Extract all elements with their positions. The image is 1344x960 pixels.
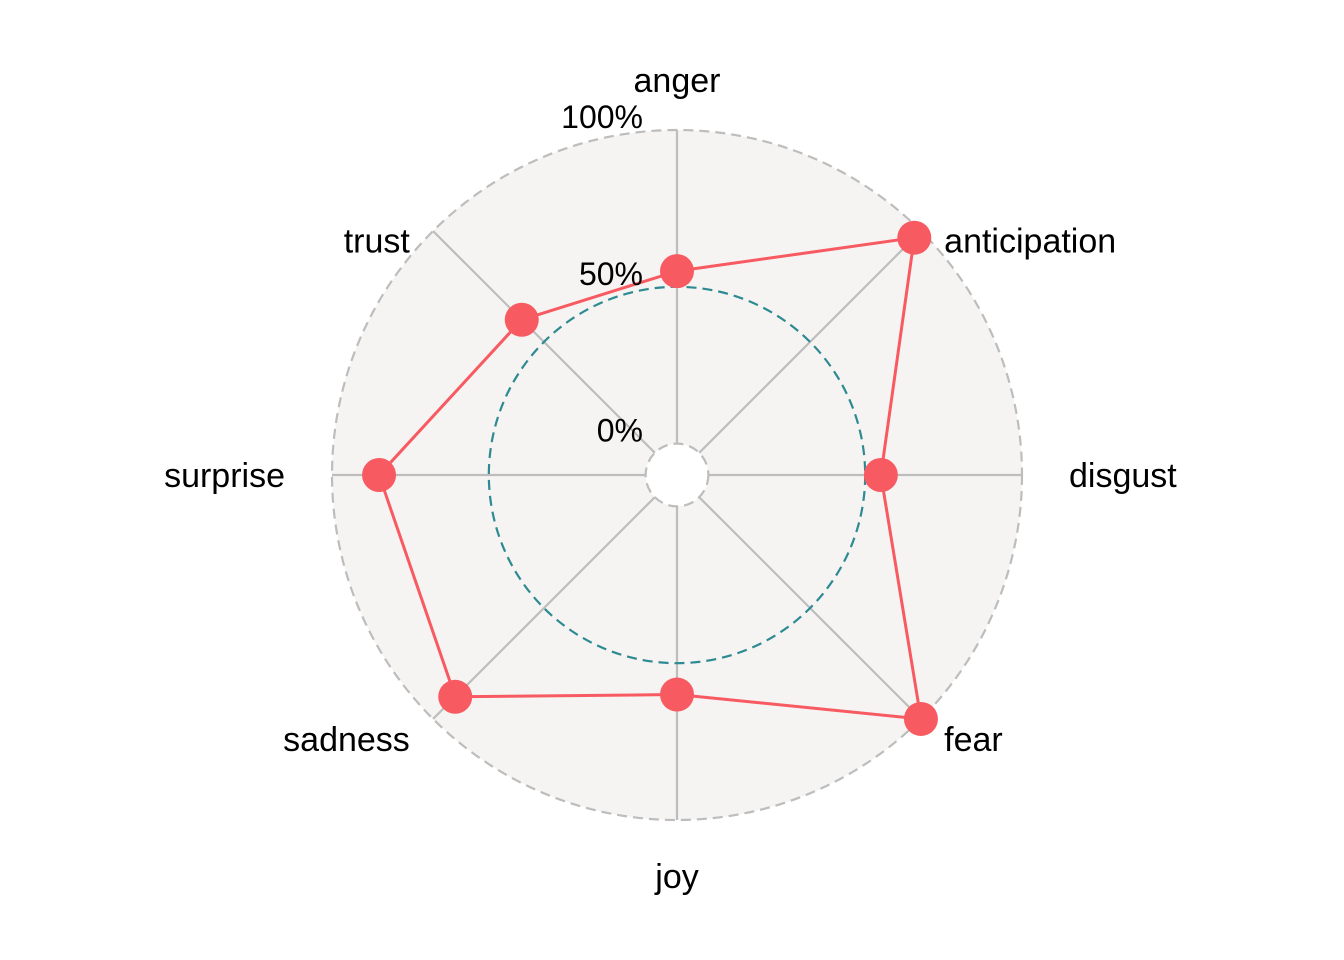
data-point-sadness xyxy=(438,679,473,714)
category-labels: anger anticipation disgust fear joy sadness su… xyxy=(164,62,1177,896)
spoke-sadness xyxy=(432,496,656,720)
radial-tick-labels: 0% 50% 100% xyxy=(561,99,643,449)
data-point-fear xyxy=(903,701,938,736)
data-point-joy xyxy=(660,677,694,712)
data-point-anger xyxy=(660,254,694,289)
category-label-sadness: sadness xyxy=(283,721,410,759)
category-label-anticipation: anticipation xyxy=(944,222,1116,260)
category-label-fear: fear xyxy=(944,721,1003,759)
category-label-trust: trust xyxy=(344,222,411,260)
radial-tick-label: 50% xyxy=(579,256,643,292)
category-label-joy: joy xyxy=(654,858,698,896)
data-point-surprise xyxy=(362,458,397,492)
data-point-anticipation xyxy=(897,220,932,255)
spoke-anticipation xyxy=(698,230,922,454)
radial-tick-label: 0% xyxy=(597,413,643,449)
data-point-trust xyxy=(504,302,539,337)
outer-ring xyxy=(330,128,1024,822)
zero-ring xyxy=(644,442,710,508)
category-label-disgust: disgust xyxy=(1069,457,1177,495)
category-label-anger: anger xyxy=(634,62,721,100)
category-label-surprise: surprise xyxy=(164,457,285,495)
data-point-disgust xyxy=(863,458,898,492)
radial-tick-label: 100% xyxy=(561,99,643,135)
series-layer xyxy=(362,220,938,736)
